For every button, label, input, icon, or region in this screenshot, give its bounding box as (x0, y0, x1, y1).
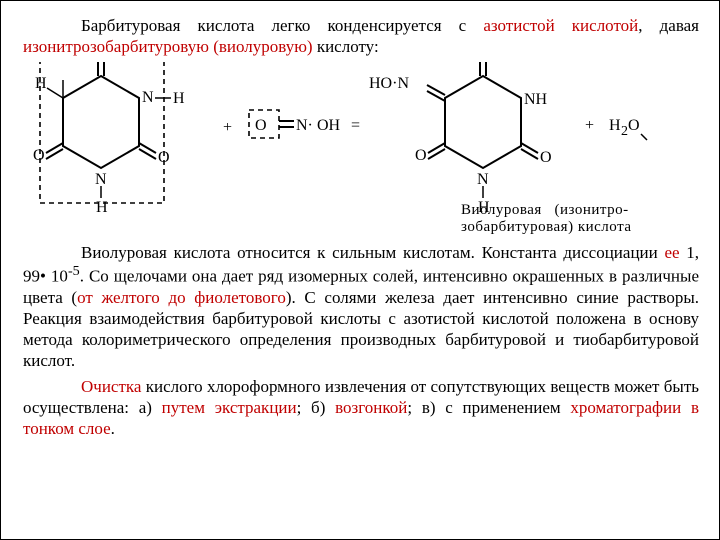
text: Виолуровая кислота относится к сильным к… (81, 243, 664, 262)
intro-paragraph: Барбитуровая кислота легко конденсируетс… (23, 15, 699, 58)
hl-violuric: изонитрозобарбитуровую (виолуровую) (23, 37, 313, 56)
svg-text:NH: NH (524, 91, 548, 108)
h2o: H (609, 117, 621, 134)
svg-text:H: H (96, 199, 108, 216)
svg-text:HO·N: HO·N (369, 75, 409, 92)
O-label: O (255, 117, 267, 134)
noh: N· (296, 117, 313, 134)
plus-2: + (585, 117, 594, 134)
text: ; б) (297, 398, 335, 417)
reaction-figure: .l { stroke:#000; stroke-width:2; fill:n… (25, 62, 693, 236)
body-para-1: Виолуровая кислота относится к сильным к… (23, 242, 699, 372)
equals: = (351, 117, 360, 134)
svg-text:H: H (173, 90, 185, 107)
svg-text:O: O (628, 117, 640, 134)
hl-colors: от желтого до фиолетового (77, 288, 286, 307)
text: . (111, 419, 115, 438)
svg-text:OH: OH (317, 117, 341, 134)
svg-text:O: O (540, 149, 552, 166)
svg-text:2: 2 (621, 124, 628, 139)
text: кислоту: (313, 37, 379, 56)
text: , давая (638, 16, 699, 35)
svg-text:N: N (142, 89, 154, 106)
svg-text:N: N (477, 171, 489, 188)
hl-extract: путем экстракции (162, 398, 297, 417)
svg-text:O: O (415, 147, 427, 164)
svg-text:H: H (35, 75, 47, 92)
hl-ee: ее (664, 243, 679, 262)
hl-subl: возгонкой (335, 398, 407, 417)
text: Барбитуровая кислота легко конденсируетс… (81, 16, 483, 35)
plus-1: + (223, 119, 232, 136)
hl-nitrous: азотистой кислотой (483, 16, 638, 35)
document-page: Барбитуровая кислота легко конденсируетс… (0, 0, 720, 540)
body-para-2: Очистка кислого хлороформного извлечения… (23, 376, 699, 440)
product: O NH O N H O HO·N (369, 62, 552, 216)
hl-clean: Очистка (81, 377, 141, 396)
figure-caption: Виолуровая (изонитро-зобарбитуровая) кис… (461, 202, 693, 236)
svg-text:O: O (33, 147, 45, 164)
svg-text:N: N (95, 171, 107, 188)
svg-text:O: O (158, 149, 170, 166)
sup: -5 (68, 263, 80, 279)
text: ; в) с применением (407, 398, 570, 417)
reactant-1: O N H O N H O O H (33, 62, 185, 216)
